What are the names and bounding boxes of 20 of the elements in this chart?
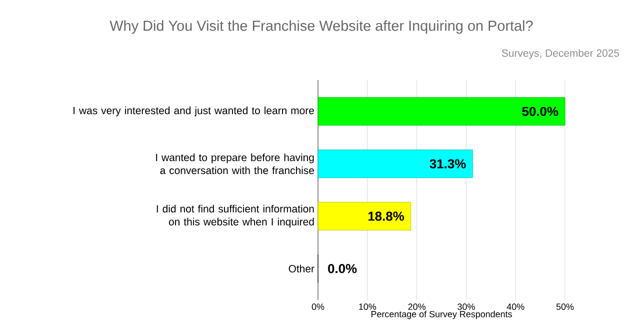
x-tick-label: 30% [458, 304, 475, 310]
bar [318, 150, 473, 178]
y-tick-label: I wanted to prepare before having a conversation with the franchise [156, 153, 314, 174]
y-tick-label: I did not find sufficient information on this website when I inquired [156, 204, 314, 228]
x-axis-title: Percentage of Survey Respondents [371, 310, 512, 320]
data-label: 31.3% [430, 159, 466, 168]
bar [318, 202, 412, 230]
y-tick-label: I was very interested and just wanted to learn more [74, 106, 314, 116]
x-tick-label: 10% [359, 304, 376, 310]
data-label: 50.0% [522, 106, 558, 116]
y-tick-label: Other [288, 264, 314, 272]
chart-title: Why Did You Visit the Franchise Website after Inquiring on Portal? [110, 20, 533, 34]
x-tick-label: 20% [408, 304, 426, 310]
x-tick-label: 0% [312, 304, 324, 310]
x-tick-label: 50% [556, 304, 574, 310]
data-label: 18.8% [368, 212, 404, 221]
text: Surveys, December 2025 [502, 49, 620, 59]
x-tick-label: 40% [506, 304, 524, 310]
bar [318, 97, 566, 126]
data-label: 0.0% [328, 264, 357, 274]
